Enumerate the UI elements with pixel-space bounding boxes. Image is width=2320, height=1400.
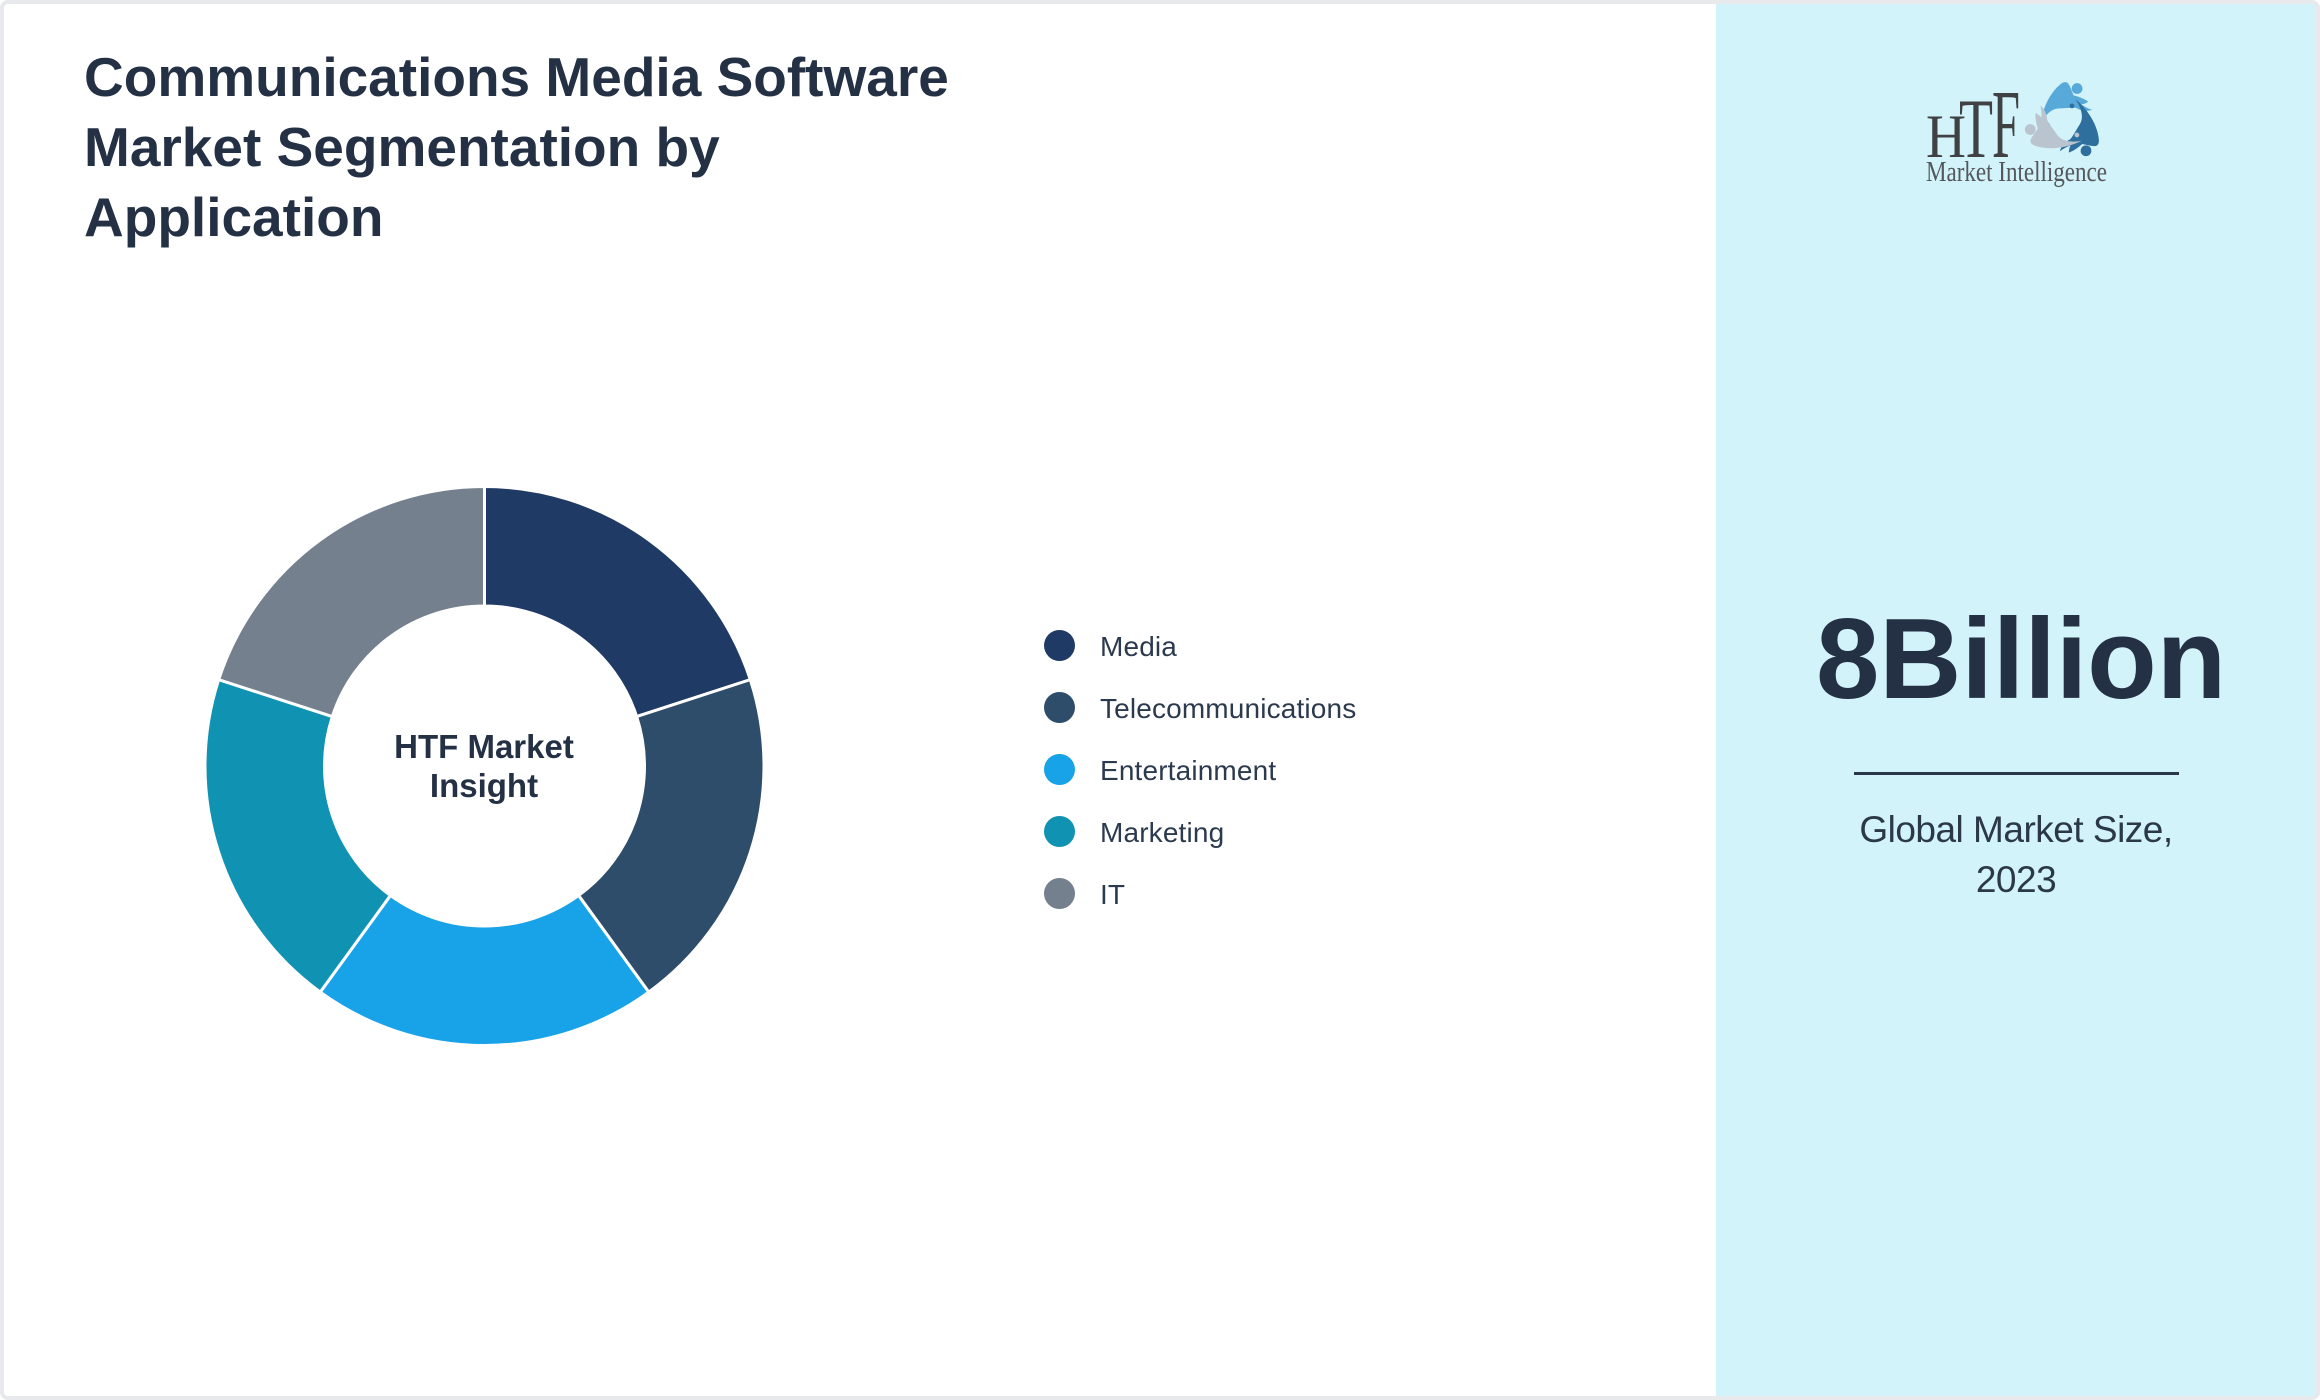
svg-text:F: F: [1992, 71, 2020, 179]
svg-text:T: T: [1959, 82, 1993, 176]
svg-text:H: H: [1926, 104, 1966, 171]
svg-text:Market Intelligence: Market Intelligence: [1926, 157, 2107, 188]
